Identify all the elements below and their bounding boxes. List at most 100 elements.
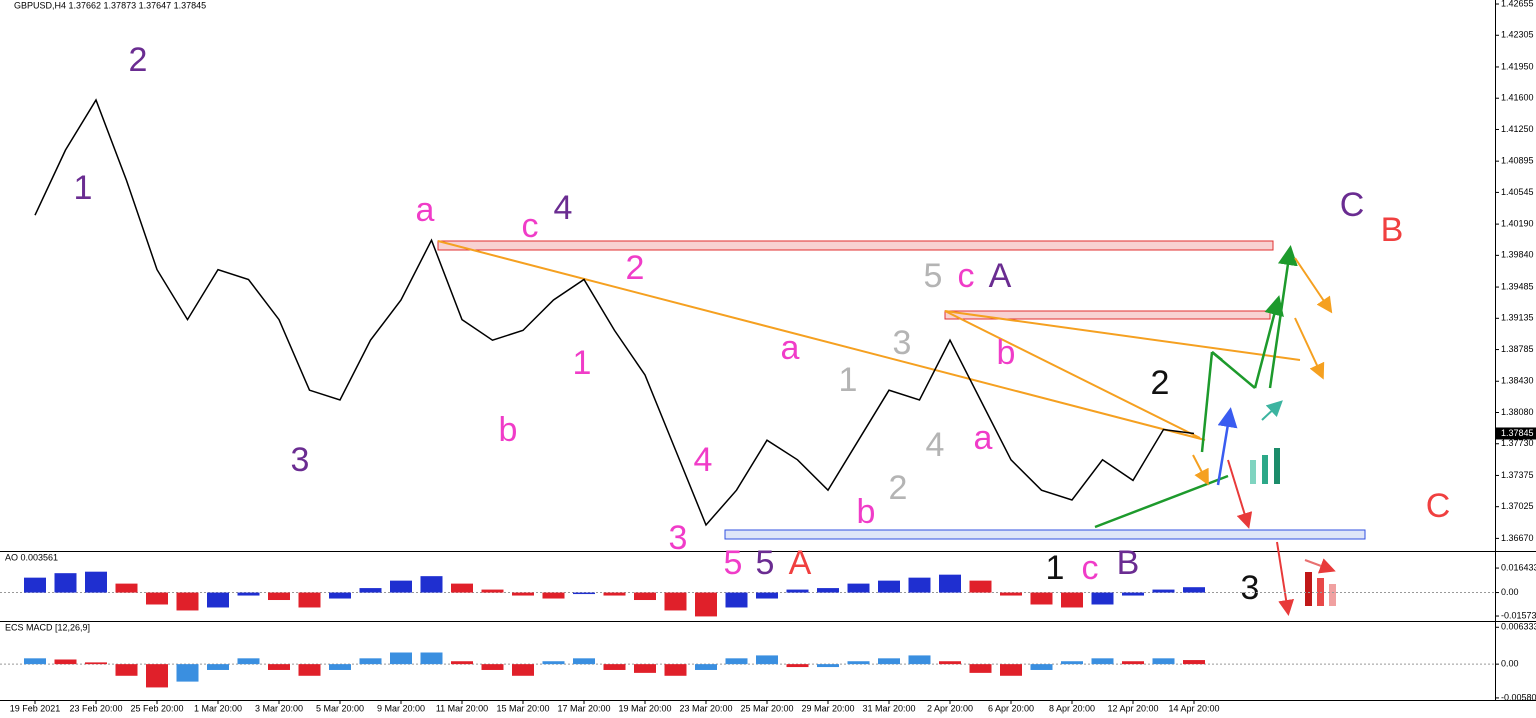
y-tick-label: 0.00 (1501, 587, 1519, 597)
histogram-bar (939, 661, 961, 665)
histogram-bar (298, 664, 321, 676)
wave-label: b (499, 411, 518, 449)
wave-label: 5 (756, 544, 775, 582)
x-tick-label: 25 Feb 20:00 (130, 703, 183, 713)
wave-label: a (974, 419, 993, 457)
histogram-bar (298, 592, 321, 608)
histogram-bar (146, 592, 168, 605)
wave-label: A (989, 257, 1012, 295)
wave-label: 4 (694, 441, 713, 479)
histogram-bar (1122, 661, 1144, 665)
x-tick-label: 29 Mar 20:00 (801, 703, 854, 713)
histogram-bar (85, 571, 107, 593)
wave-label: b (997, 334, 1016, 372)
wave-label: b (857, 493, 876, 531)
histogram-bar (24, 577, 46, 593)
histogram-bar (878, 658, 900, 665)
histogram-bar (85, 662, 107, 665)
y-tick-label: 1.40545 (1501, 187, 1534, 197)
histogram-bar (1000, 664, 1022, 676)
x-tick-label: 15 Mar 20:00 (496, 703, 549, 713)
histogram-bar (1030, 664, 1053, 670)
chart-header: GBPUSD,H4 1.37662 1.37873 1.37647 1.3784… (14, 0, 206, 10)
wave-label: c (1082, 549, 1099, 587)
wave-label: 2 (129, 41, 148, 79)
histogram-bar (359, 588, 382, 593)
histogram-bar (1122, 592, 1144, 596)
y-tick-label: 1.41950 (1501, 61, 1534, 71)
wave-label: 3 (1241, 569, 1260, 607)
y-tick-label: 1.40190 (1501, 218, 1534, 228)
histogram-bar (481, 589, 504, 593)
histogram-bar (390, 652, 412, 665)
y-tick-label: 1.40895 (1501, 156, 1534, 166)
y-tick-label: -0.005801 (1501, 692, 1536, 702)
histogram-bar (176, 664, 199, 682)
wave-label: 1 (839, 361, 858, 399)
y-tick-label: 1.41250 (1501, 124, 1534, 134)
y-tick-label: 0.006333 (1501, 622, 1536, 632)
histogram-bar (329, 664, 351, 670)
wave-label: A (789, 544, 812, 582)
histogram-bar (725, 592, 748, 608)
x-tick-label: 12 Apr 20:00 (1107, 703, 1158, 713)
wave-label: c (522, 207, 539, 245)
histogram-bar (146, 664, 168, 688)
histogram-bar (1061, 661, 1083, 665)
wave-label: a (416, 191, 435, 229)
macd-label: ECS MACD [12,26,9] (5, 622, 90, 632)
histogram-bar (512, 664, 534, 676)
y-tick-label: 1.37025 (1501, 501, 1534, 511)
histogram-bar (542, 661, 565, 665)
histogram-bar (1091, 592, 1114, 605)
y-tick-label: 1.38430 (1501, 376, 1534, 386)
histogram-bar (1152, 589, 1175, 593)
histogram-bar (451, 661, 473, 665)
histogram-bar (115, 583, 138, 593)
wave-label: B (1117, 544, 1140, 582)
histogram-bar (1091, 658, 1114, 665)
wave-label: C (1340, 186, 1365, 224)
x-tick-label: 8 Apr 20:00 (1049, 703, 1095, 713)
histogram-bar (756, 655, 778, 665)
y-tick-label: 1.36670 (1501, 533, 1534, 543)
wave-label: 4 (926, 426, 945, 464)
y-tick-label: 0.016433 (1501, 562, 1536, 572)
histogram-bar (664, 664, 687, 676)
y-tick-label: 1.41600 (1501, 93, 1534, 103)
y-tick-label: 1.39135 (1501, 313, 1534, 323)
histogram-bar (756, 592, 778, 599)
histogram-bar (695, 664, 717, 670)
histogram-bar (908, 655, 931, 665)
histogram-bar (878, 580, 900, 593)
y-tick-label: 1.37375 (1501, 470, 1534, 480)
x-tick-label: 11 Mar 20:00 (436, 703, 488, 713)
last-price-box (1496, 427, 1536, 440)
wave-label: 3 (669, 519, 688, 557)
histogram-bar (176, 592, 199, 611)
histogram-bar (542, 592, 565, 599)
y-tick-label: 1.38785 (1501, 344, 1534, 354)
histogram-bar (1061, 592, 1083, 608)
histogram-bar (634, 592, 656, 601)
histogram-bar (969, 580, 992, 593)
y-tick-label: 0.00 (1501, 659, 1519, 669)
histogram-bar (24, 658, 46, 665)
y-tick-label: 1.42305 (1501, 30, 1534, 40)
histogram-bar (451, 583, 473, 593)
x-tick-label: 9 Mar 20:00 (377, 703, 425, 713)
histogram-bar (786, 589, 809, 593)
wave-label: a (781, 329, 800, 367)
histogram-bar (329, 592, 351, 599)
histogram-bar (847, 661, 870, 665)
histogram-bar (817, 664, 839, 668)
histogram-bar (54, 659, 77, 665)
x-tick-label: 25 Mar 20:00 (740, 703, 793, 713)
x-tick-label: 14 Apr 20:00 (1168, 703, 1219, 713)
histogram-bar (786, 664, 809, 668)
histogram-bar (481, 664, 504, 670)
histogram-bar (420, 576, 443, 593)
y-tick-label: 1.38080 (1501, 407, 1534, 417)
histogram-bar (634, 664, 656, 673)
